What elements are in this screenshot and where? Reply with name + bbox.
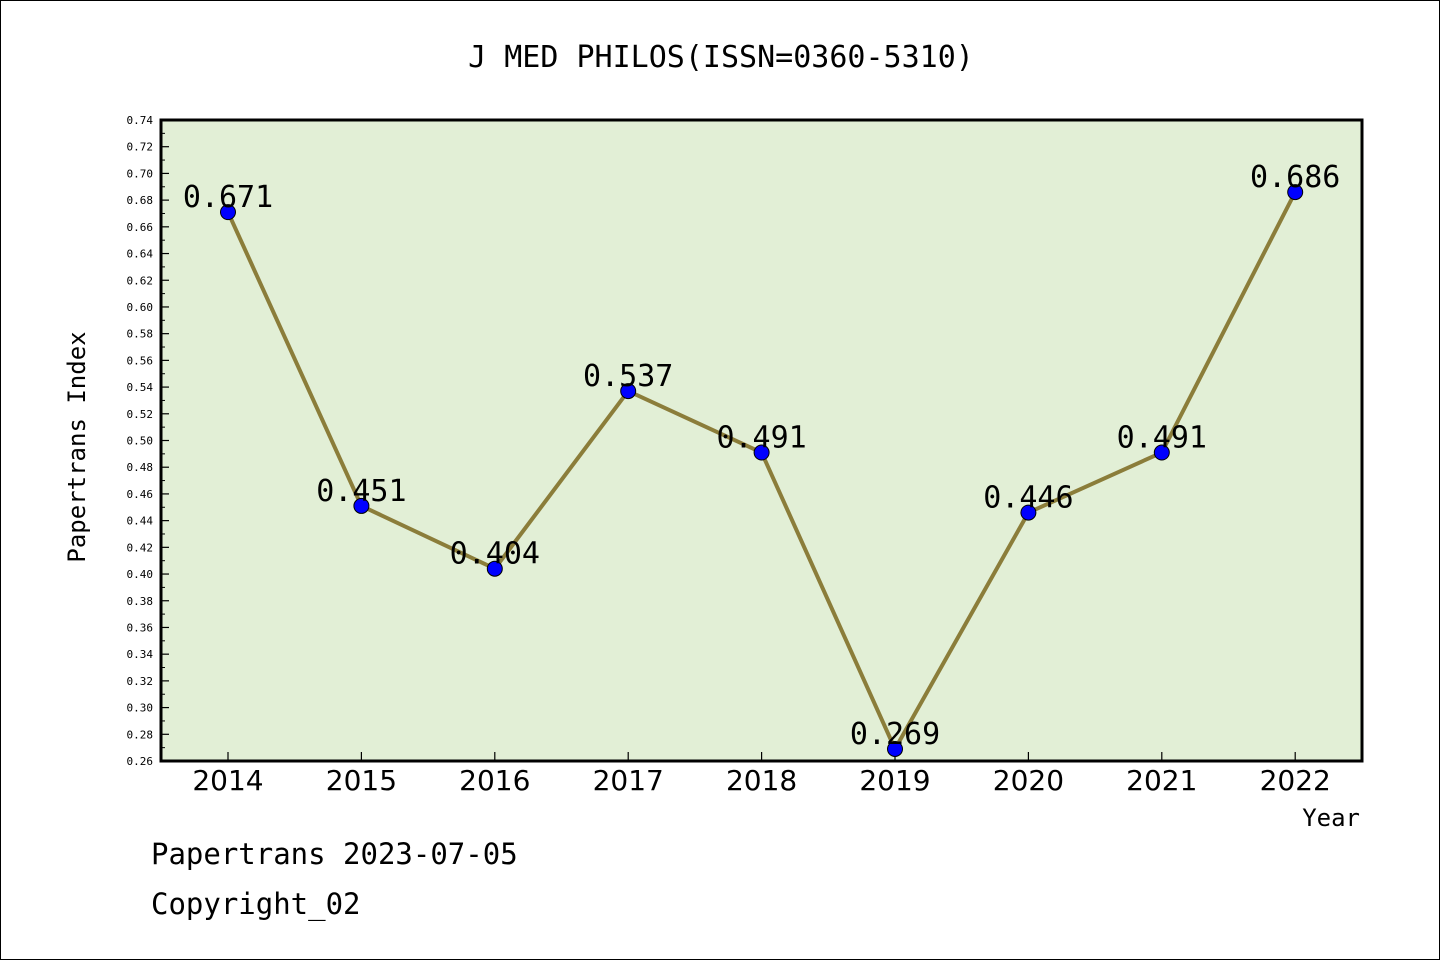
y-tick-label: 0.44 (127, 515, 154, 528)
y-tick-label: 0.54 (127, 381, 154, 394)
data-point (220, 204, 236, 221)
y-axis: 0.26 0.28 0.30 0.32 0.34 0.36 0.38 0.40 0.42 0.44… (127, 114, 169, 768)
y-tick-label: 0.48 (127, 461, 154, 474)
y-tick-label: 0.32 (127, 675, 154, 688)
data-label: 0.671 (183, 180, 273, 215)
y-tick-label: 0.56 (127, 354, 154, 367)
data-label: 0.451 (316, 474, 406, 509)
y-tick-label: 0.66 (127, 221, 154, 234)
footer-copyright: Copyright_02 (151, 887, 361, 921)
y-tick-label: 0.38 (127, 595, 154, 608)
data-point (1153, 444, 1170, 461)
data-point (486, 560, 503, 577)
data-point (887, 740, 903, 757)
series-line-group (220, 184, 1304, 757)
data-label: 0.491 (1117, 421, 1207, 456)
y-tick-label: 0.46 (127, 488, 154, 501)
y-axis-title: Papertrans Index (63, 331, 91, 562)
data-point (1020, 504, 1037, 521)
y-tick-label: 0.70 (127, 167, 154, 180)
x-tick-label: 2019 (859, 764, 930, 797)
x-tick-label: 2018 (726, 764, 797, 797)
x-tick-label: 2022 (1260, 764, 1331, 797)
chart-title: J MED PHILOS(ISSN=0360-5310) (468, 40, 974, 75)
data-label: 0.446 (983, 481, 1073, 516)
data-point (1287, 184, 1304, 201)
x-tick-label: 2017 (593, 764, 664, 797)
y-tick-label: 0.26 (127, 755, 154, 768)
x-tick-label: 2021 (1126, 764, 1197, 797)
y-tick-label: 0.40 (127, 568, 154, 581)
y-tick-label: 0.72 (127, 141, 154, 154)
y-tick-label: 0.28 (127, 728, 154, 741)
y-tick-label: 0.34 (127, 648, 154, 661)
y-tick-label: 0.52 (127, 408, 154, 421)
data-label: 0.537 (583, 359, 673, 394)
data-label: 0.269 (850, 717, 940, 752)
y-tick-label: 0.64 (127, 248, 154, 261)
y-tick-label: 0.30 (127, 702, 154, 715)
x-tick-label: 2020 (993, 764, 1064, 797)
y-tick-label: 0.62 (127, 274, 154, 287)
x-tick-label: 2016 (459, 764, 530, 797)
plot-area (159, 118, 1364, 763)
y-tick-label: 0.42 (127, 541, 154, 554)
data-label-group: 0.671 0.451 0.404 0.537 0.491 0.269 0.446 0.491… (183, 160, 1341, 752)
x-axis-title: Year (1302, 804, 1360, 832)
y-tick-label: 0.36 (127, 621, 154, 634)
y-tick-label: 0.50 (127, 435, 154, 448)
data-point (620, 383, 637, 400)
x-tick-label: 2015 (326, 764, 397, 797)
data-label: 0.686 (1250, 160, 1340, 195)
x-tick-label: 2014 (192, 764, 263, 797)
y-tick-label: 0.60 (127, 301, 154, 314)
data-point (753, 444, 770, 461)
x-axis: 2014 2015 2016 2017 2018 2019 2020 2021 2022 (192, 752, 1331, 797)
y-tick-label: 0.68 (127, 194, 154, 207)
footer-date: Papertrans 2023-07-05 (151, 837, 518, 871)
y-tick-label: 0.58 (127, 328, 154, 341)
data-label: 0.404 (450, 537, 540, 572)
data-label: 0.491 (716, 421, 806, 456)
data-point (353, 497, 370, 514)
y-tick-label: 0.74 (127, 114, 154, 127)
